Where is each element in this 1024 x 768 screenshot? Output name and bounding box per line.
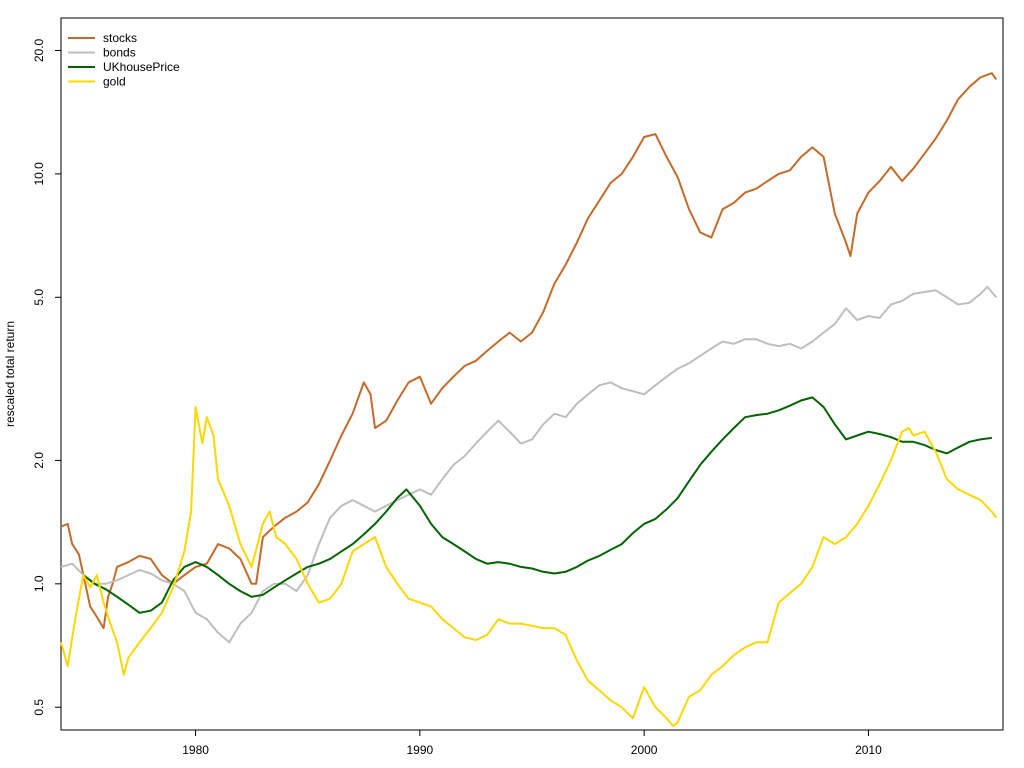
y-tick-label: 10.0: [32, 162, 46, 186]
x-axis: 1980 1990 2000 2010: [182, 730, 882, 757]
series-line-UKhousePrice: [82, 396, 992, 614]
legend-label-bonds: bonds: [103, 46, 136, 60]
y-tick-label: 20.0: [32, 38, 46, 62]
legend-label-UKhousePrice: UKhousePrice: [103, 60, 180, 74]
y-tick-label: 1.0: [32, 575, 46, 592]
y-tick-label: 0.5: [32, 699, 46, 716]
y-tick-label: 2.0: [32, 452, 46, 469]
x-tick-label: 2010: [855, 743, 882, 757]
series-layer: [60, 72, 998, 727]
series-line-stocks: [60, 72, 998, 630]
y-axis-title: rescaled total return: [3, 321, 17, 427]
x-tick-label: 2000: [631, 743, 658, 757]
x-tick-label: 1980: [182, 743, 209, 757]
series-line-gold: [60, 406, 998, 727]
y-tick-label: 5.0: [32, 289, 46, 306]
y-axis: 0.5 1.0 2.0 5.0 10.0 20.0: [32, 38, 61, 716]
plot-frame: [60, 17, 1004, 731]
x-tick-label: 1990: [407, 743, 434, 757]
legend-label-gold: gold: [103, 75, 126, 89]
series-line-bonds: [60, 285, 998, 644]
legend-label-stocks: stocks: [103, 31, 137, 45]
